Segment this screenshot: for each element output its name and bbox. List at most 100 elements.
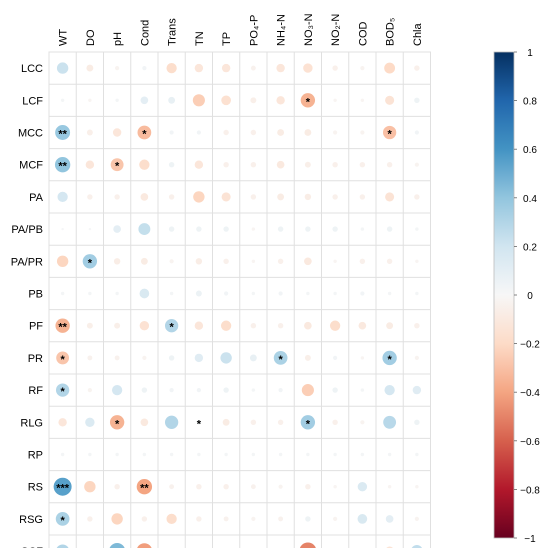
column-label-13: Chla [412,22,424,46]
cell-RSG-pH [111,513,123,525]
significance-mark: * [387,129,392,141]
row-label-5: PA/PB [11,224,43,236]
cell-PA/PB-NH₄-N [277,226,284,232]
cell-RSG-NO₃-N [305,516,311,522]
cell-MCF-Trans [168,161,175,168]
cell-RLG-Trans [164,415,179,429]
cell-PF-BOD₅ [386,322,394,330]
cell-PF-WT [55,318,70,333]
cell-MCF-WT [54,157,71,173]
cell-RLG-NH₄-N [277,419,284,426]
row-label-8: PF [29,321,43,333]
cell-MCF-pH [110,158,124,172]
cell-MCF-TN [194,160,204,169]
significance-mark: * [306,418,311,430]
column-label-12: BOD₅ [385,18,397,46]
cell-MCC-NO₃-N [304,129,312,136]
cell-PF-NO₂-N [329,320,341,331]
cell-MCF-PO₄-P [250,161,257,168]
cell-PA/PR-WT [56,255,69,267]
significance-mark: * [387,354,392,366]
cell-PA/PR-Trans [169,259,174,264]
cell-LCC-COD [360,66,365,71]
cell-PB-pH [115,291,119,296]
cell-PB-PO₄-P [251,291,256,296]
cell-MCC-DO [86,129,93,136]
cell-RSG-Trans [166,513,177,525]
cell-MCF-TP [223,161,229,168]
cell-SCF-Cond [137,543,152,548]
cell-PA-pH [114,194,120,200]
row-label-2: MCC [18,128,43,140]
cell-RF-NO₂-N [332,387,338,393]
cell-RLG-NO₂-N [332,419,338,426]
cell-PR-TN [194,353,204,363]
cell-PA/PR-Cond [140,257,148,265]
cell-RS-TP [223,483,229,490]
cell-RF-Cond [141,387,148,393]
cell-PF-COD [358,321,367,330]
cell-PB-NO₃-N [306,291,310,296]
significance-mark: ** [58,129,67,141]
cell-RP-NO₃-N [306,452,310,457]
cell-PA/PB-TP [223,226,229,232]
row-label-14: RSG [19,514,43,526]
cell-RP-Trans [169,452,174,457]
cell-MCF-BOD₅ [386,161,393,168]
row-label-10: RF [28,385,43,397]
cell-RF-NO₃-N [301,384,314,397]
cell-PR-NH₄-N [273,351,288,365]
cell-RF-PO₄-P [251,388,256,392]
cell-SCF-NO₃-N [299,542,316,548]
cell-LCC-Chla [414,65,420,71]
column-label-3: Cond [139,20,151,46]
colorbar-tick-label-5: 0 [527,291,533,302]
cell-MCC-NO₂-N [333,130,338,135]
significance-mark: * [115,418,120,430]
significance-mark: * [88,257,93,269]
cell-PB-Trans [169,291,174,296]
cell-RF-pH [111,384,123,396]
row-label-0: LCC [21,63,43,75]
cell-LCC-NO₃-N [303,63,313,73]
cell-LCF-NO₂-N [333,98,337,103]
cell-RS-PO₄-P [250,484,256,490]
cell-RLG-COD [360,420,365,425]
colorbar-tick-label-7: −0.4 [520,388,540,399]
cell-RF-BOD₅ [384,384,395,396]
cell-SCF-WT [56,544,69,548]
cell-PA/PR-PO₄-P [251,259,256,264]
cell-PA-BOD₅ [385,192,395,202]
cell-MCF-NO₂-N [332,161,338,168]
cell-MCC-pH [112,128,122,137]
cell-LCC-pH [115,66,120,71]
cell-PA-TN [193,191,205,203]
cell-RP-NO₂-N [333,452,337,457]
cell-MCC-TN [196,130,201,135]
cell-RSG-COD [357,514,368,524]
cell-PA-NO₃-N [304,193,312,201]
cell-RSG-TP [223,516,229,522]
cell-LCF-NO₃-N [300,93,316,108]
colorbar-tick-label-10: −1 [524,534,536,545]
cell-RF-COD [360,388,365,392]
cell-PB-Chla [415,291,419,296]
colorbar-tick-label-4: 0.2 [523,242,537,253]
cell-RSG-WT [55,512,70,526]
significance-mark: * [169,322,174,334]
cell-RLG-DO [85,417,95,427]
cell-PR-WT [56,351,70,365]
cell-PB-DO [88,291,92,296]
cell-RP-PO₄-P [251,452,256,457]
cell-RS-BOD₅ [387,484,392,489]
cell-PF-pH [114,322,121,329]
cell-RP-Chla [415,452,419,457]
cell-LCF-BOD₅ [385,95,395,105]
cell-PA/PR-NH₄-N [277,258,284,265]
cell-PA/PB-COD [360,227,365,231]
cell-PR-TP [220,352,232,364]
cell-PB-TN [195,290,202,297]
colorbar-tick-label-6: −0.2 [520,340,540,351]
row-label-12: RP [28,450,43,462]
